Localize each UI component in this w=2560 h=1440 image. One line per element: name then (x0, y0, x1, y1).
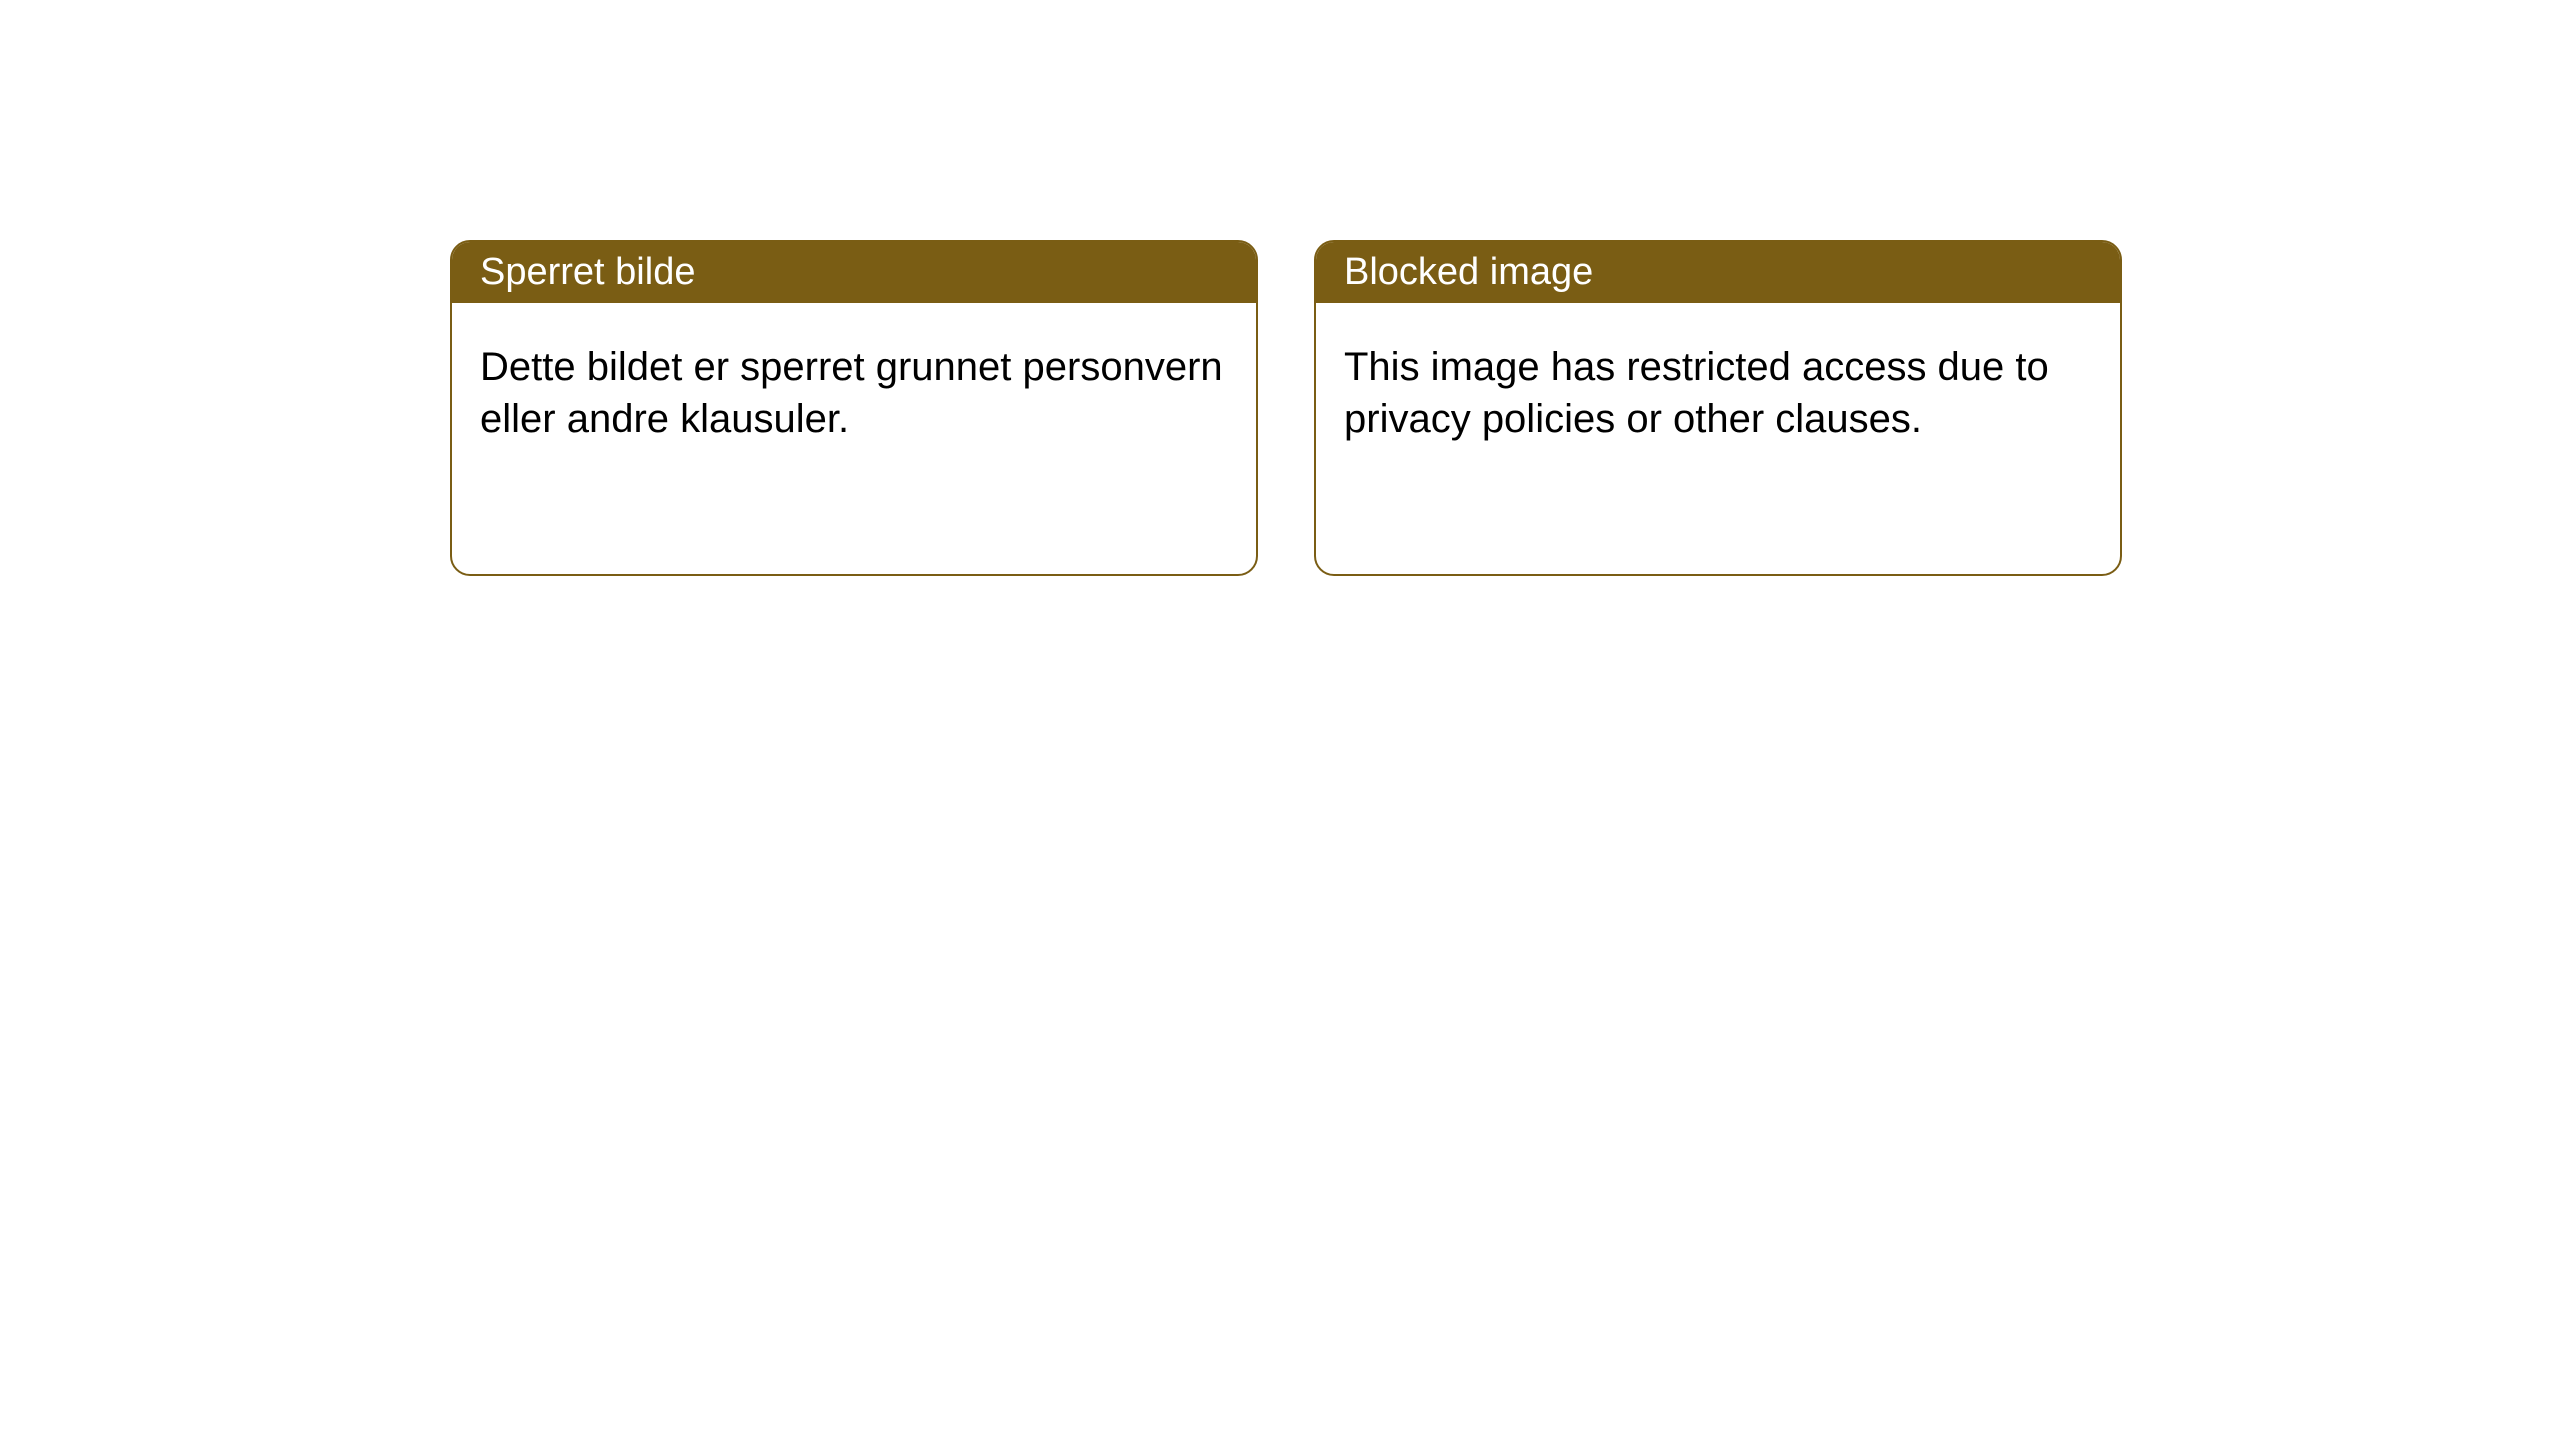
notice-card-norwegian: Sperret bilde Dette bildet er sperret gr… (450, 240, 1258, 576)
notice-body: Dette bildet er sperret grunnet personve… (452, 303, 1256, 483)
notice-card-english: Blocked image This image has restricted … (1314, 240, 2122, 576)
notice-container: Sperret bilde Dette bildet er sperret gr… (0, 0, 2560, 576)
notice-header: Blocked image (1316, 242, 2120, 303)
notice-title: Blocked image (1344, 251, 1593, 293)
notice-message: This image has restricted access due to … (1344, 345, 2049, 441)
notice-message: Dette bildet er sperret grunnet personve… (480, 345, 1223, 441)
notice-header: Sperret bilde (452, 242, 1256, 303)
notice-body: This image has restricted access due to … (1316, 303, 2120, 483)
notice-title: Sperret bilde (480, 251, 695, 293)
